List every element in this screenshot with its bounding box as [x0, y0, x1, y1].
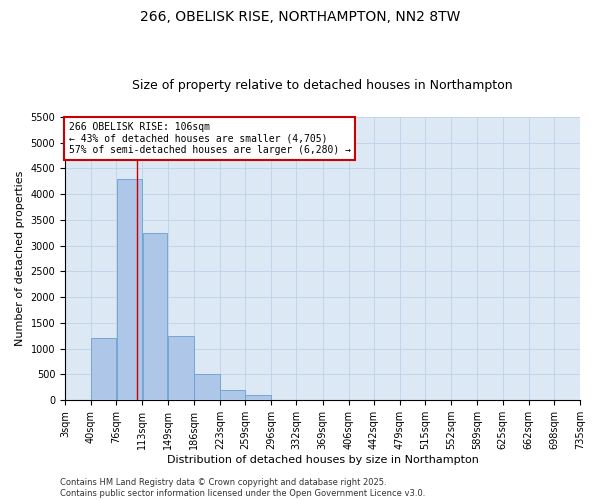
- Bar: [143, 232, 167, 400]
- Title: Size of property relative to detached houses in Northampton: Size of property relative to detached ho…: [132, 79, 513, 92]
- Text: 266, OBELISK RISE, NORTHAMPTON, NN2 8TW: 266, OBELISK RISE, NORTHAMPTON, NN2 8TW: [140, 10, 460, 24]
- Text: 266 OBELISK RISE: 106sqm
← 43% of detached houses are smaller (4,705)
57% of sem: 266 OBELISK RISE: 106sqm ← 43% of detach…: [68, 122, 350, 155]
- Y-axis label: Number of detached properties: Number of detached properties: [15, 171, 25, 346]
- Text: Contains HM Land Registry data © Crown copyright and database right 2025.
Contai: Contains HM Land Registry data © Crown c…: [60, 478, 425, 498]
- Bar: [220, 390, 245, 400]
- Bar: [168, 336, 194, 400]
- Bar: [194, 374, 220, 400]
- X-axis label: Distribution of detached houses by size in Northampton: Distribution of detached houses by size …: [167, 455, 478, 465]
- Bar: [245, 395, 271, 400]
- Bar: [91, 338, 116, 400]
- Bar: [116, 178, 142, 400]
